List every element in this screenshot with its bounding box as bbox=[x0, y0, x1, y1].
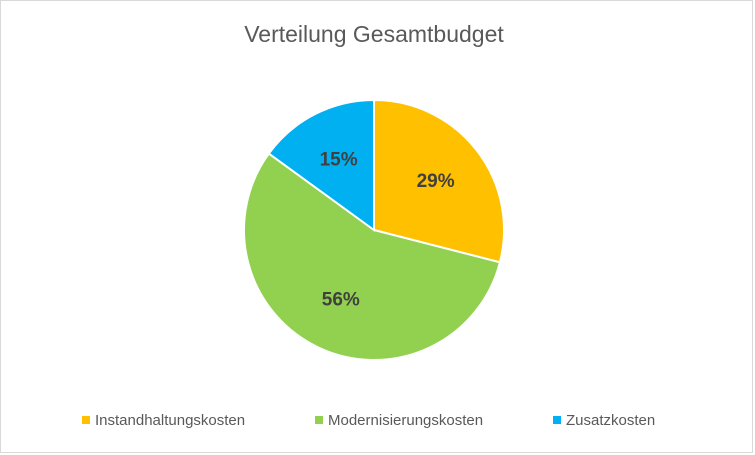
legend-swatch bbox=[553, 416, 561, 424]
legend-label: Zusatzkosten bbox=[566, 412, 655, 429]
pie-slice bbox=[373, 98, 505, 264]
data-label: 29% bbox=[417, 171, 455, 192]
data-label: 56% bbox=[322, 290, 360, 311]
legend-label: Modernisierungskosten bbox=[328, 412, 483, 429]
pie-slice bbox=[267, 98, 375, 232]
chart-title: Verteilung Gesamtbudget bbox=[244, 21, 504, 47]
pie-slice bbox=[243, 152, 502, 361]
legend-swatch bbox=[315, 416, 323, 424]
data-label: 15% bbox=[320, 150, 358, 171]
legend-swatch bbox=[82, 416, 90, 424]
legend-label: Instandhaltungskosten bbox=[95, 412, 245, 429]
